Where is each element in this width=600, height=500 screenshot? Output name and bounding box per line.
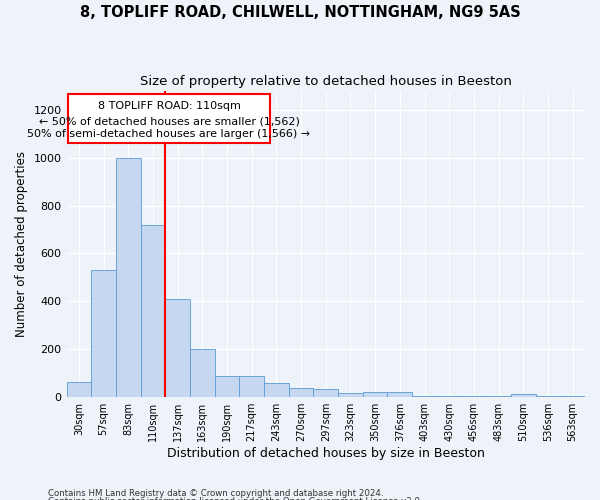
Bar [264, 384, 289, 397]
FancyBboxPatch shape [68, 94, 270, 144]
Text: Contains public sector information licensed under the Open Government Licence v3: Contains public sector information licen… [48, 497, 422, 500]
Text: 8, TOPLIFF ROAD, CHILWELL, NOTTINGHAM, NG9 5AS: 8, TOPLIFF ROAD, CHILWELL, NOTTINGHAM, N… [80, 5, 520, 20]
Title: Size of property relative to detached houses in Beeston: Size of property relative to detached ho… [140, 75, 512, 88]
Bar [140, 224, 165, 397]
Bar [116, 158, 140, 397]
Bar [313, 390, 338, 397]
Bar [461, 396, 486, 397]
Bar [536, 396, 560, 397]
Text: 50% of semi-detached houses are larger (1,566) →: 50% of semi-detached houses are larger (… [28, 130, 311, 140]
Bar [215, 376, 239, 397]
Bar [338, 393, 363, 397]
Bar [165, 299, 190, 397]
Bar [412, 396, 437, 397]
Bar [486, 396, 511, 397]
Bar [239, 376, 264, 397]
Bar [388, 392, 412, 397]
Y-axis label: Number of detached properties: Number of detached properties [15, 151, 28, 337]
Bar [437, 396, 461, 397]
Text: 8 TOPLIFF ROAD: 110sqm: 8 TOPLIFF ROAD: 110sqm [98, 102, 241, 112]
Text: Contains HM Land Registry data © Crown copyright and database right 2024.: Contains HM Land Registry data © Crown c… [48, 488, 383, 498]
Bar [67, 382, 91, 397]
Bar [511, 394, 536, 397]
Bar [190, 350, 215, 397]
Bar [560, 396, 585, 397]
X-axis label: Distribution of detached houses by size in Beeston: Distribution of detached houses by size … [167, 447, 485, 460]
Bar [363, 392, 388, 397]
Bar [91, 270, 116, 397]
Bar [289, 388, 313, 397]
Text: ← 50% of detached houses are smaller (1,562): ← 50% of detached houses are smaller (1,… [38, 116, 299, 126]
